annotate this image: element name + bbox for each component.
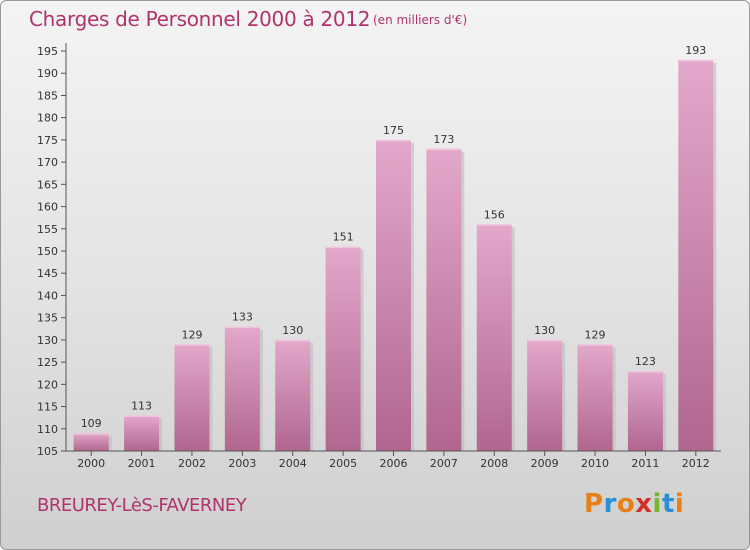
y-tick-label: 145	[37, 267, 58, 280]
bar	[476, 224, 512, 451]
bar	[224, 326, 260, 451]
commune-name: BREUREY-LèS-FAVERNEY	[37, 495, 247, 516]
bar	[376, 139, 411, 451]
bar-highlight	[678, 59, 714, 62]
y-tick-label: 130	[37, 334, 58, 347]
bar	[426, 148, 462, 451]
bar	[527, 339, 563, 451]
x-tick-label: 2007	[430, 457, 458, 470]
y-tick-label: 170	[37, 156, 58, 169]
data-label: 175	[383, 124, 404, 137]
bar	[325, 246, 361, 451]
logo-letter: t	[661, 489, 675, 519]
logo-letter: o	[616, 489, 636, 519]
chart-subtitle: (en milliers d'€)	[373, 13, 468, 27]
y-tick-label: 185	[37, 89, 58, 102]
y-tick-label: 180	[37, 112, 58, 125]
proxiti-logo: Proxiti	[584, 489, 684, 519]
data-label: 130	[282, 324, 303, 337]
y-tick-label: 110	[37, 423, 58, 436]
y-tick-label: 135	[37, 312, 58, 325]
x-tick-label: 2002	[178, 457, 206, 470]
y-tick-label: 140	[37, 289, 58, 302]
bar	[577, 344, 613, 451]
y-tick-label: 115	[37, 401, 58, 414]
logo-letter: r	[603, 489, 617, 519]
bar-highlight	[376, 139, 411, 142]
data-label: 156	[484, 208, 505, 221]
x-tick-label: 2005	[329, 457, 357, 470]
y-tick-label: 195	[37, 45, 58, 58]
x-tick-label: 2003	[228, 457, 256, 470]
bar-highlight	[325, 246, 361, 249]
y-tick-label: 190	[37, 67, 58, 80]
bar-highlight	[627, 371, 663, 373]
y-tick-label: 155	[37, 223, 58, 236]
bar-highlight	[73, 433, 109, 435]
x-tick-label: 2010	[581, 457, 609, 470]
logo-letter: P	[584, 489, 604, 519]
logo-letter: i	[674, 489, 685, 519]
x-tick-label: 2000	[77, 457, 105, 470]
y-tick-label: 175	[37, 134, 58, 147]
bar-highlight	[124, 415, 160, 417]
x-tick-label: 2006	[380, 457, 408, 470]
data-label: 193	[685, 44, 706, 57]
bar-highlight	[224, 326, 260, 329]
bar-highlight	[275, 339, 311, 342]
data-label: 133	[232, 311, 253, 324]
y-tick-label: 165	[37, 178, 58, 191]
x-tick-label: 2012	[682, 457, 710, 470]
data-label: 129	[181, 328, 202, 341]
logo-letter: x	[635, 489, 653, 519]
bar	[627, 371, 663, 451]
chart-title: Charges de Personnel 2000 à 2012	[29, 7, 371, 31]
data-label: 173	[433, 133, 454, 146]
bar	[124, 415, 160, 451]
y-tick-label: 150	[37, 245, 58, 258]
data-label: 113	[131, 399, 152, 412]
x-tick-label: 2008	[480, 457, 508, 470]
logo-letter: i	[652, 489, 662, 519]
bar	[275, 339, 311, 451]
data-label: 129	[585, 328, 606, 341]
x-tick-label: 2001	[128, 457, 156, 470]
bar-highlight	[174, 344, 210, 346]
y-tick-label: 120	[37, 378, 58, 391]
data-label: 123	[635, 355, 656, 368]
bar	[174, 344, 210, 451]
x-tick-label: 2004	[279, 457, 307, 470]
y-tick-label: 125	[37, 356, 58, 369]
bar-highlight	[527, 339, 563, 342]
data-label: 130	[534, 324, 555, 337]
bar	[73, 433, 109, 451]
x-tick-label: 2011	[631, 457, 659, 470]
data-label: 109	[81, 417, 102, 430]
bar-highlight	[426, 148, 462, 151]
bar-highlight	[476, 224, 512, 226]
y-tick-label: 105	[37, 445, 58, 458]
x-tick-label: 2009	[531, 457, 559, 470]
bar-highlight	[577, 344, 613, 346]
bar	[678, 59, 714, 452]
y-tick-label: 160	[37, 201, 58, 214]
data-label: 151	[333, 231, 354, 244]
